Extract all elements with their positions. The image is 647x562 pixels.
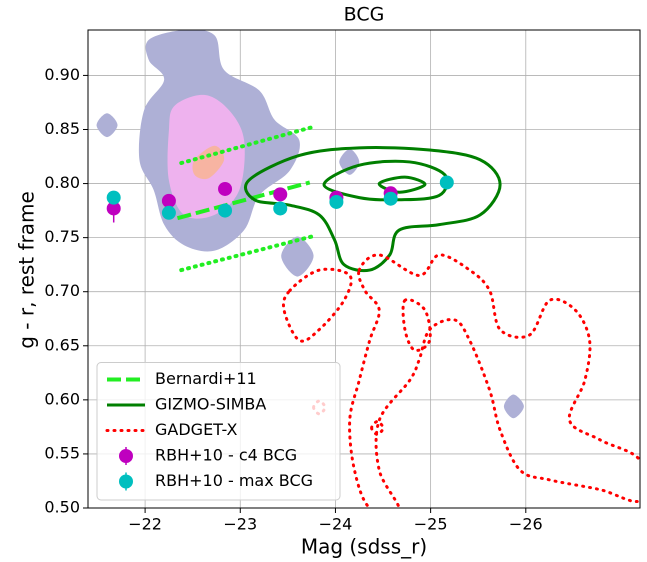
point: [161, 205, 176, 220]
legend-label: RBH+10 - max BCG: [155, 471, 313, 490]
point: [218, 181, 233, 196]
fit-line: [179, 125, 314, 166]
legend-label: GADGET-X: [155, 420, 237, 439]
legend-swatch: [119, 449, 133, 463]
x-tick-label: −25: [414, 515, 448, 534]
legend-box: [96, 362, 341, 501]
y-tick-label: 0.50: [44, 498, 80, 517]
point: [383, 191, 398, 206]
contour: [348, 253, 640, 508]
x-tick-label: −22: [128, 515, 162, 534]
point: [273, 201, 288, 216]
point: [106, 190, 121, 205]
density-region: [503, 394, 524, 419]
y-axis-label: g - r, rest frame: [15, 191, 39, 349]
x-axis-label: Mag (sdss_r): [301, 535, 427, 559]
chart-title: BCG: [344, 4, 385, 26]
x-tick-label: −23: [223, 515, 257, 534]
point: [439, 175, 454, 190]
contour: [244, 146, 502, 273]
point: [329, 194, 344, 209]
y-tick-label: 0.65: [44, 335, 80, 354]
legend-label: GIZMO-SIMBA: [155, 395, 266, 414]
legend-label: Bernardi+11: [155, 369, 257, 388]
y-tick-label: 0.60: [44, 389, 80, 408]
point: [106, 201, 121, 216]
density-region: [281, 236, 314, 277]
y-tick-label: 0.70: [44, 281, 80, 300]
fit-line: [179, 234, 314, 273]
plot-area: [96, 30, 640, 508]
contour: [401, 298, 432, 352]
density-region: [339, 148, 360, 175]
plot-frame: [87, 29, 641, 509]
y-tick-label: 0.75: [44, 227, 80, 246]
x-tick-label: −26: [509, 515, 543, 534]
x-tick-label: −24: [319, 515, 353, 534]
y-tick-label: 0.90: [44, 65, 80, 84]
contour: [281, 267, 353, 343]
y-tick-label: 0.80: [44, 173, 80, 192]
density-region: [96, 113, 118, 138]
point: [218, 203, 233, 218]
legend-swatch: [119, 474, 133, 489]
point: [273, 187, 288, 202]
point: [161, 193, 176, 208]
legend-label: RBH+10 - c4 BCG: [155, 446, 297, 465]
y-tick-label: 0.55: [44, 443, 80, 462]
contour: [370, 419, 385, 436]
y-tick-label: 0.85: [44, 119, 80, 138]
fit-line: [176, 180, 311, 221]
